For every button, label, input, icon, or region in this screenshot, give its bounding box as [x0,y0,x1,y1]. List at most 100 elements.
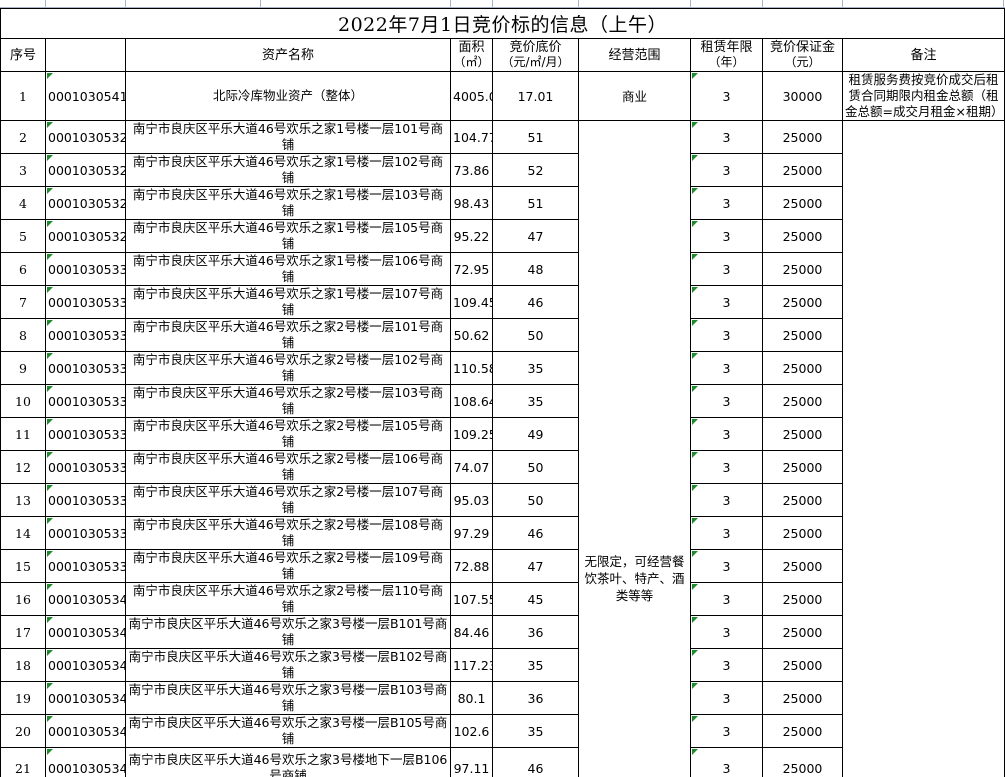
cell-asset-name[interactable]: 南宁市良庆区平乐大道46号欢乐之家2号楼一层108号商铺 [125,516,451,550]
cell-index[interactable]: 5 [0,219,46,253]
cell-asset-code[interactable]: 00010305340 [45,582,126,616]
cell-asset-name[interactable]: 南宁市良庆区平乐大道46号欢乐之家3号楼地下一层B106号商铺 [125,747,451,777]
cell-lease-term[interactable]: 3 [690,483,763,517]
cell-asset-name[interactable]: 南宁市良庆区平乐大道46号欢乐之家3号楼一层B105号商铺 [125,714,451,748]
cell-deposit[interactable]: 25000 [762,747,843,777]
cell-area[interactable]: 80.1 [450,681,493,715]
cell-base-price[interactable]: 17.01 [492,71,579,121]
cell-lease-term[interactable]: 3 [690,219,763,253]
cell-area[interactable]: 73.86 [450,153,493,187]
cell-area[interactable]: 95.22 [450,219,493,253]
cell-area[interactable]: 108.64 [450,384,493,418]
cell-base-price[interactable]: 36 [492,615,579,649]
table-row[interactable]: 200010305326南宁市良庆区平乐大道46号欢乐之家1号楼一层101号商铺… [0,120,1005,777]
cell-index[interactable]: 8 [0,318,46,352]
table-row[interactable]: 300010305327南宁市良庆区平乐大道46号欢乐之家1号楼一层102号商铺… [0,153,1005,187]
cell-base-price[interactable]: 52 [492,153,579,187]
cell-base-price[interactable]: 48 [492,252,579,286]
cell-asset-code[interactable]: 00010305341 [45,615,126,649]
cell-index[interactable]: 15 [0,549,46,583]
cell-base-price[interactable]: 50 [492,318,579,352]
cell-base-price[interactable]: 35 [492,648,579,682]
cell-deposit[interactable]: 25000 [762,318,843,352]
cell-base-price[interactable]: 47 [492,549,579,583]
cell-deposit[interactable]: 25000 [762,582,843,616]
table-row[interactable]: 600010305330南宁市良庆区平乐大道46号欢乐之家1号楼一层106号商铺… [0,252,1005,286]
cell-base-price[interactable]: 50 [492,483,579,517]
cell-index[interactable]: 7 [0,285,46,319]
cell-base-price[interactable]: 46 [492,285,579,319]
cell-asset-name[interactable]: 南宁市良庆区平乐大道46号欢乐之家2号楼一层101号商铺 [125,318,451,352]
cell-lease-term[interactable]: 3 [690,285,763,319]
cell-area[interactable]: 104.77 [450,120,493,154]
cell-deposit[interactable]: 25000 [762,384,843,418]
cell-base-price[interactable]: 45 [492,582,579,616]
cell-area[interactable]: 98.43 [450,186,493,220]
cell-asset-code[interactable]: 00010305344 [45,714,126,748]
cell-asset-code[interactable]: 00010305333 [45,351,126,385]
cell-deposit[interactable]: 25000 [762,450,843,484]
cell-index[interactable]: 17 [0,615,46,649]
cell-deposit[interactable]: 25000 [762,153,843,187]
cell-base-price[interactable]: 51 [492,186,579,220]
cell-asset-code[interactable]: 00010305335 [45,417,126,451]
cell-area[interactable]: 84.46 [450,615,493,649]
cell-area[interactable]: 102.6 [450,714,493,748]
cell-asset-name[interactable]: 南宁市良庆区平乐大道46号欢乐之家2号楼一层107号商铺 [125,483,451,517]
table-row[interactable]: 900010305333南宁市良庆区平乐大道46号欢乐之家2号楼一层102号商铺… [0,351,1005,385]
cell-asset-name[interactable]: 南宁市良庆区平乐大道46号欢乐之家1号楼一层103号商铺 [125,186,451,220]
cell-asset-name[interactable]: 南宁市良庆区平乐大道46号欢乐之家2号楼一层105号商铺 [125,417,451,451]
cell-area[interactable]: 110.58 [450,351,493,385]
cell-remark-fee-rule[interactable]: 租赁服务费按竞价成交后租赁合同期限内租金总额（租金总额=成交月租金×租期） [841,71,1005,121]
cell-lease-term[interactable]: 3 [690,747,763,777]
cell-asset-code[interactable]: 00010305345 [45,747,126,777]
cell-lease-term[interactable]: 3 [690,615,763,649]
cell-lease-term[interactable]: 3 [690,450,763,484]
cell-asset-code[interactable]: 00010305336 [45,450,126,484]
cell-area[interactable]: 97.11 [450,747,493,777]
cell-scope[interactable]: 商业 [578,71,691,121]
table-row[interactable]: 2100010305345南宁市良庆区平乐大道46号欢乐之家3号楼地下一层B10… [0,747,1005,777]
cell-index[interactable]: 1 [0,71,46,121]
cell-base-price[interactable]: 35 [492,714,579,748]
cell-deposit[interactable]: 30000 [762,71,843,121]
cell-area[interactable]: 109.25 [450,417,493,451]
cell-asset-code[interactable]: 00010305332 [45,318,126,352]
cell-index[interactable]: 9 [0,351,46,385]
cell-lease-term[interactable]: 3 [690,252,763,286]
cell-area[interactable]: 97.29 [450,516,493,550]
cell-lease-term[interactable]: 3 [690,417,763,451]
cell-asset-name[interactable]: 南宁市良庆区平乐大道46号欢乐之家2号楼一层110号商铺 [125,582,451,616]
cell-asset-name[interactable]: 南宁市良庆区平乐大道46号欢乐之家2号楼一层103号商铺 [125,384,451,418]
cell-index[interactable]: 19 [0,681,46,715]
cell-base-price[interactable]: 46 [492,747,579,777]
cell-base-price[interactable]: 49 [492,417,579,451]
cell-asset-code[interactable]: 00010305337 [45,483,126,517]
cell-lease-term[interactable]: 3 [690,186,763,220]
cell-deposit[interactable]: 25000 [762,351,843,385]
cell-deposit[interactable]: 25000 [762,186,843,220]
cell-asset-code[interactable]: 00010305342 [45,648,126,682]
cell-asset-name[interactable]: 南宁市良庆区平乐大道46号欢乐之家3号楼一层B102号商铺 [125,648,451,682]
cell-index[interactable]: 16 [0,582,46,616]
cell-lease-term[interactable]: 3 [690,582,763,616]
table-row[interactable]: 1100010305335南宁市良庆区平乐大道46号欢乐之家2号楼一层105号商… [0,417,1005,451]
cell-index[interactable]: 14 [0,516,46,550]
cell-asset-name[interactable]: 南宁市良庆区平乐大道46号欢乐之家2号楼一层106号商铺 [125,450,451,484]
table-row[interactable]: 800010305332南宁市良庆区平乐大道46号欢乐之家2号楼一层101号商铺… [0,318,1005,352]
cell-lease-term[interactable]: 3 [690,681,763,715]
cell-remark-blank[interactable] [841,120,1005,777]
cell-asset-name[interactable]: 南宁市良庆区平乐大道46号欢乐之家1号楼一层105号商铺 [125,219,451,253]
cell-asset-code[interactable]: 00010305334 [45,384,126,418]
cell-lease-term[interactable]: 3 [690,153,763,187]
cell-deposit[interactable]: 25000 [762,417,843,451]
cell-lease-term[interactable]: 3 [690,71,763,121]
cell-deposit[interactable]: 25000 [762,615,843,649]
cell-area[interactable]: 95.03 [450,483,493,517]
cell-area[interactable]: 72.88 [450,549,493,583]
cell-deposit[interactable]: 25000 [762,714,843,748]
cell-asset-name[interactable]: 南宁市良庆区平乐大道46号欢乐之家1号楼一层102号商铺 [125,153,451,187]
cell-index[interactable]: 20 [0,714,46,748]
cell-deposit[interactable]: 25000 [762,285,843,319]
